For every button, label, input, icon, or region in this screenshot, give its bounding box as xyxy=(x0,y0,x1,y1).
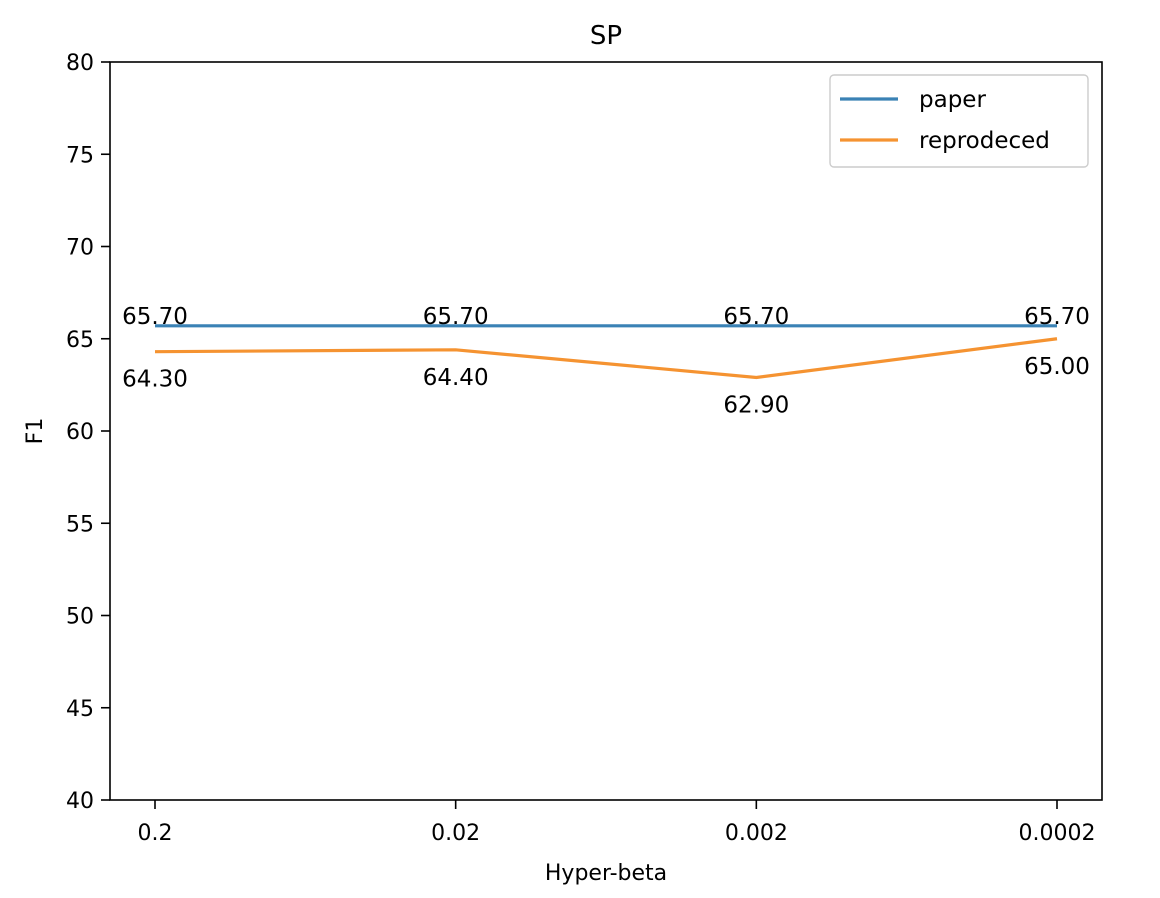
x-tick-label: 0.2 xyxy=(138,821,173,846)
x-tick-label: 0.02 xyxy=(431,821,480,846)
legend-label-reprodeced: reprodeced xyxy=(919,128,1050,154)
data-label-layer: 65.70 65.70 65.70 65.70 64.30 64.40 62.90 65.00 xyxy=(122,304,1090,419)
y-tick-label: 80 xyxy=(66,51,94,76)
data-label: 62.90 xyxy=(723,392,789,418)
plot-frame xyxy=(109,61,1103,801)
legend: paper reprodeced xyxy=(829,74,1089,168)
y-tick-label: 45 xyxy=(66,697,94,722)
legend-label-paper: paper xyxy=(919,87,986,113)
data-label: 65.00 xyxy=(1024,354,1090,380)
data-label: 64.30 xyxy=(122,367,188,393)
y-tick-label: 75 xyxy=(66,143,94,168)
x-tick-label: 0.002 xyxy=(725,821,788,846)
x-axis-label: Hyper-beta xyxy=(545,861,667,886)
data-label: 64.40 xyxy=(423,365,489,391)
y-tick-label: 55 xyxy=(66,512,94,537)
data-label: 65.70 xyxy=(1024,304,1090,330)
y-axis-label: F1 xyxy=(23,418,48,445)
y-tick-label: 70 xyxy=(66,236,94,261)
x-axis: 0.2 0.02 0.002 0.0002 xyxy=(138,800,1096,846)
data-label: 65.70 xyxy=(122,304,188,330)
y-tick-label: 65 xyxy=(66,328,94,353)
data-label: 65.70 xyxy=(723,304,789,330)
y-tick-label: 60 xyxy=(66,420,94,445)
y-axis: 40 45 50 55 60 65 70 75 80 xyxy=(66,51,110,814)
x-tick-label: 0.0002 xyxy=(1019,821,1096,846)
series-line-reprodeced xyxy=(154,337,1058,380)
y-tick-label: 40 xyxy=(66,789,94,814)
data-label: 65.70 xyxy=(423,304,489,330)
chart-title: SP xyxy=(590,21,622,51)
y-tick-label: 50 xyxy=(66,605,94,630)
series-layer xyxy=(154,324,1058,380)
